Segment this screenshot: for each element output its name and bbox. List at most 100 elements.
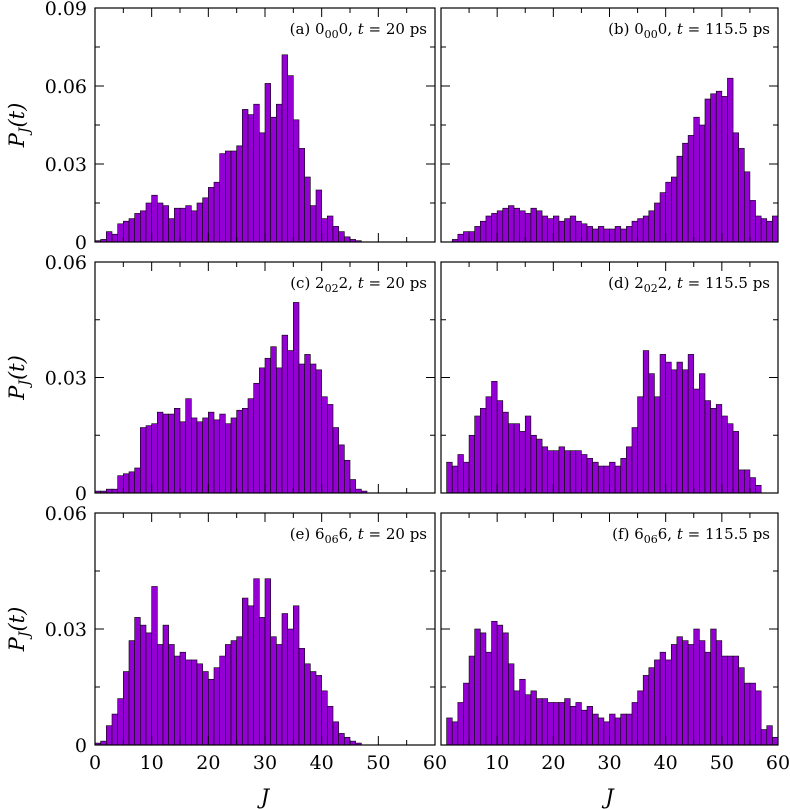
bar-a-6 (128, 218, 135, 243)
bar-d-10 (496, 400, 504, 494)
bar-c-44 (344, 459, 351, 494)
bar-e-3 (111, 713, 118, 746)
bar-f-32 (620, 713, 627, 746)
xtick-label-f: 30 (597, 752, 621, 774)
xtick-label-f: 10 (485, 752, 509, 774)
bar-f-17 (536, 698, 543, 746)
bar-f-30 (609, 713, 616, 746)
bar-f-26 (586, 706, 593, 746)
bar-f-53 (738, 667, 745, 746)
bar-b-35 (637, 218, 644, 243)
bar-b-42 (676, 155, 683, 243)
bar-f-28 (597, 717, 605, 746)
bar-a-41 (327, 215, 334, 243)
bar-e-11 (157, 644, 164, 746)
bar-d-23 (569, 450, 577, 494)
bar-d-43 (682, 369, 689, 494)
bar-d-35 (637, 396, 644, 494)
bar-d-13 (513, 423, 520, 494)
bar-c-33 (281, 334, 288, 494)
bar-d-31 (614, 465, 622, 494)
bar-b-10 (496, 210, 504, 243)
bar-f-46 (699, 640, 706, 746)
bar-b-37 (648, 210, 655, 243)
bar-c-4 (117, 475, 124, 494)
bar-b-57 (760, 218, 768, 243)
bar-e-37 (304, 663, 311, 746)
bar-d-54 (743, 469, 751, 494)
bar-f-50 (721, 655, 728, 746)
bar-f-5 (468, 655, 475, 746)
bar-b-27 (592, 228, 599, 243)
bar-f-43 (682, 640, 689, 746)
bar-d-38 (654, 396, 661, 494)
bar-e-15 (179, 651, 186, 746)
bar-d-11 (502, 411, 509, 494)
bar-d-47 (704, 400, 711, 494)
bar-c-30 (264, 357, 271, 494)
bar-a-23 (225, 150, 232, 243)
bar-c-21 (213, 419, 220, 494)
bar-b-5 (468, 231, 475, 243)
bar-a-11 (157, 202, 164, 243)
xtick-label-e: 10 (140, 752, 164, 774)
xtick-label-e: 60 (423, 752, 447, 774)
bar-c-42 (332, 427, 339, 494)
bar-d-2 (451, 465, 459, 494)
bar-c-45 (349, 479, 356, 494)
bar-f-51 (727, 655, 734, 746)
bar-a-20 (208, 187, 215, 243)
bar-d-55 (749, 477, 756, 494)
bar-d-14 (519, 431, 526, 494)
bar-a-16 (185, 205, 192, 243)
bar-f-9 (491, 620, 498, 746)
bar-c-26 (242, 407, 249, 494)
bar-f-10 (496, 624, 504, 746)
bar-f-54 (743, 682, 751, 746)
bar-d-25 (581, 454, 588, 494)
bar-f-11 (502, 632, 509, 746)
bar-f-41 (670, 644, 678, 746)
bar-d-37 (648, 373, 655, 494)
bar-c-19 (202, 417, 209, 494)
bar-a-37 (304, 176, 311, 243)
bar-a-14 (174, 207, 181, 243)
bar-f-14 (519, 678, 526, 746)
bar-a-30 (264, 83, 271, 243)
xtick-label-e: 0 (89, 752, 101, 774)
bar-a-26 (242, 109, 249, 243)
bar-e-20 (208, 678, 215, 746)
bar-e-27 (247, 605, 254, 746)
bar-c-7 (134, 467, 141, 494)
panel-annotation-c: (c) 2022, t = 20 ps (290, 274, 427, 295)
bar-a-9 (145, 202, 152, 243)
bar-a-31 (270, 116, 277, 243)
bar-d-49 (715, 404, 723, 494)
bar-a-28 (253, 103, 260, 243)
xtick-label-f: 60 (766, 752, 790, 774)
bar-a-43 (338, 231, 345, 243)
bar-c-9 (145, 425, 152, 494)
bar-b-30 (609, 228, 616, 243)
bar-b-50 (721, 96, 728, 243)
y-axis-label-a: PJ(t) (5, 103, 33, 149)
bar-c-13 (168, 413, 175, 494)
bar-e-42 (332, 721, 339, 746)
bar-a-17 (191, 210, 198, 243)
bar-b-3 (457, 233, 464, 243)
bar-f-37 (648, 667, 655, 746)
bar-e-5 (123, 671, 130, 746)
bar-f-59 (772, 736, 779, 746)
bar-d-8 (485, 396, 492, 494)
panel-annotation-f: (f) 6066, t = 115.5 ps (612, 525, 770, 546)
bar-e-26 (242, 597, 249, 746)
bar-f-38 (654, 659, 661, 746)
bar-c-43 (338, 444, 345, 494)
bar-a-15 (179, 207, 186, 243)
bar-b-36 (642, 215, 650, 243)
bar-e-32 (276, 644, 283, 746)
bar-d-51 (727, 423, 734, 494)
bar-f-49 (715, 640, 723, 746)
xtick-label-e: 20 (196, 752, 220, 774)
